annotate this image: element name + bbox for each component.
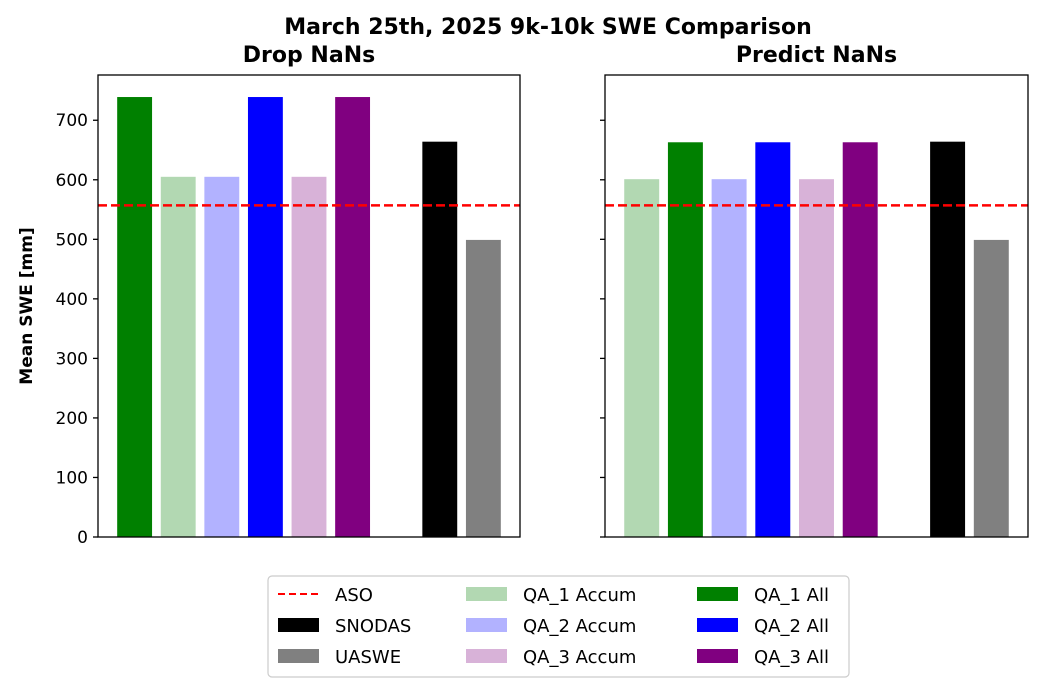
y-tick-label: 300 [56,349,88,369]
bar-qa-1-accum [160,176,196,537]
legend-label: QA_3 Accum [523,647,636,668]
y-tick-label: 400 [56,290,88,310]
legend-swatch [466,587,507,601]
legend: ASO SNODAS UASWE QA_1 Accum QA_2 Accum QA_3 A… [267,575,850,678]
bar-qa-2-accum [711,179,747,537]
legend-item-qa-1-all: QA_1 All [697,585,829,606]
legend-label: UASWE [335,647,401,668]
bar-qa-2-all [247,97,283,537]
bar-qa-2-all [755,142,791,538]
legend-item-qa-3-all: QA_3 All [697,647,829,668]
bar-snodas [930,141,966,537]
legend-item-snodas: SNODAS [278,616,411,637]
y-tick-label: 0 [77,528,88,548]
bar-qa-2-accum [204,176,240,537]
legend-item-qa-2-all: QA_2 All [697,616,829,637]
bar-qa-1-all [667,142,703,538]
y-tick-label: 700 [56,111,88,131]
legend-label: ASO [335,585,373,606]
bar-snodas [422,141,458,537]
legend-label: SNODAS [335,616,411,637]
y-tick-label: 100 [56,468,88,488]
axes-frame [97,74,521,538]
bar-qa-1-all [117,97,153,537]
chart-panels: Drop NaNs 0 100 200 300 400 500 600 700 Mean SWE … [17,43,1029,548]
chart-panel-predict-nans: Predict NaNs [600,43,1029,538]
legend-label: QA_3 All [754,647,829,668]
legend-swatch [697,587,738,601]
legend-item-qa-3-accum: QA_3 Accum [466,647,636,668]
legend-swatch [278,649,319,663]
panel-title: Drop NaNs [243,43,375,68]
bar-qa-3-accum [291,176,327,537]
legend-label: QA_1 All [754,585,829,606]
bar-qa-3-accum [799,179,834,537]
axes-frame [604,74,1029,538]
y-tick-label: 500 [56,230,88,250]
figure-title: March 25th, 2025 9k-10k SWE Comparison [284,15,811,40]
bar-qa-3-all [335,97,371,537]
legend-label: QA_2 Accum [523,616,636,637]
legend-label: QA_2 All [754,616,829,637]
panel-title: Predict NaNs [736,43,897,68]
y-tick-label: 200 [56,409,88,429]
legend-swatch [697,618,738,632]
legend-swatch [278,618,319,632]
legend-item-uaswe: UASWE [278,647,401,668]
legend-swatch [466,618,507,632]
y-axis-label: Mean SWE [mm] [17,227,37,384]
legend-swatch [697,649,738,663]
bar-uaswe [973,239,1009,537]
bar-qa-3-all [842,142,878,538]
bar-uaswe [465,239,501,537]
y-tick-label: 600 [56,171,88,191]
legend-label: QA_1 Accum [523,585,636,606]
legend-item-qa-2-accum: QA_2 Accum [466,616,636,637]
legend-item-aso: ASO [278,585,373,606]
legend-item-qa-1-accum: QA_1 Accum [466,585,636,606]
legend-swatch [466,649,507,663]
chart-panel-drop-nans: Drop NaNs 0 100 200 300 400 500 600 700 Mean SWE … [17,43,521,548]
bar-qa-1-accum [624,179,660,537]
